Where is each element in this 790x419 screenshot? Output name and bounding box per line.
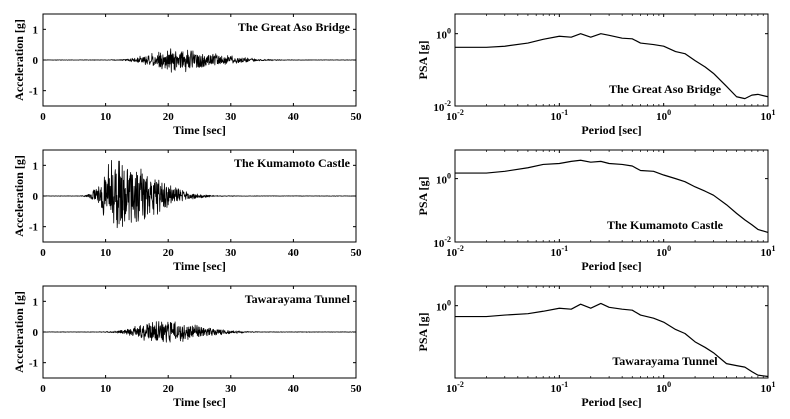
x-tick-label: 100 [656,244,671,259]
y-tick-label: 10-2 [433,235,451,250]
site-annotation: The Great Aso Bridge [238,20,351,34]
time-history-panel-3: 0 10 20 30 40 50 -1 0 1 Time [sec] Acceleration [g… [12,285,363,409]
y-axis-label: Acceleration [g] [12,155,26,237]
x-tick-label: 10 [100,383,112,395]
x-tick-label: 0 [40,383,46,395]
site-annotation: The Kumamoto Castle [234,156,351,170]
y-tick-label: 100 [436,172,451,187]
y-tick-label: 0 [33,191,39,203]
y-tick-label: -1 [29,358,38,370]
x-tick-label: 40 [288,383,300,395]
site-annotation: The Kumamoto Castle [607,218,724,232]
x-axis-label: Time [sec] [173,259,226,273]
y-axis-label: PSA [g] [416,40,430,79]
x-tick-label: 10-1 [550,108,568,123]
y-tick-label: 0 [33,327,39,339]
x-tick-label: 100 [656,108,671,123]
x-tick-label: 20 [163,111,175,123]
x-tick-label: 10 [100,247,112,259]
site-annotation: Tawarayama Tunnel [245,292,351,306]
spectrum-panel-1: 10-2 10-1 100 101 10-2 100 Period [sec] PSA [g]… [416,13,776,137]
y-tick-label: 1 [33,24,39,36]
y-tick-label: 100 [436,27,451,42]
x-axis-label: Time [sec] [173,123,226,137]
axes-box [454,285,769,379]
site-annotation: Tawarayama Tunnel [612,354,718,368]
x-tick-label: 0 [40,247,46,259]
x-tick-label: 50 [351,111,363,123]
x-tick-label: 40 [288,247,300,259]
time-history-panel-1: 0 10 20 30 40 50 -1 0 1 Time [sec] Acceleration [g… [12,13,363,137]
x-tick-label: 0 [40,111,46,123]
y-axis-label: Acceleration [g] [12,19,26,101]
time-history-panel-2: 0 10 20 30 40 50 -1 0 1 Time [sec] Acceleration [g… [12,149,363,273]
psa-curve [455,33,769,100]
x-axis-label: Period [sec] [581,123,641,137]
axes-box [454,149,769,243]
x-tick-label: 10-1 [550,244,568,259]
acceleration-trace [42,48,357,73]
axes-box [454,13,769,107]
y-tick-label: -1 [29,86,38,98]
y-axis-label: PSA [g] [416,312,430,351]
x-tick-label: 30 [225,247,237,259]
y-axis-label: Acceleration [g] [12,291,26,373]
x-tick-label: 101 [761,380,776,395]
x-tick-label: 20 [163,383,175,395]
x-tick-label: 100 [656,380,671,395]
y-tick-label: 0 [33,55,39,67]
spectrum-panel-2: 10-2 10-1 100 101 10-2 100 Period [sec] PSA [g]… [416,149,776,273]
x-tick-label: 10-2 [446,380,464,395]
y-tick-label: 1 [33,160,39,172]
x-tick-label: 50 [351,383,363,395]
x-tick-label: 30 [225,111,237,123]
x-axis-label: Time [sec] [173,395,226,409]
y-tick-label: 10-2 [433,99,451,114]
psa-curve [455,159,769,234]
x-tick-label: 10-1 [550,380,568,395]
x-tick-label: 10-2 [446,244,464,259]
x-tick-label: 101 [761,108,776,123]
spectrum-panel-3: 10-2 10-1 100 101 100 Period [sec] PSA [g] Tawa… [416,285,776,409]
psa-curve [455,302,769,378]
x-tick-label: 10-2 [446,108,464,123]
y-tick-label: -1 [29,222,38,234]
x-tick-label: 40 [288,111,300,123]
y-tick-label: 1 [33,296,39,308]
x-tick-label: 101 [761,244,776,259]
x-axis-label: Period [sec] [581,395,641,409]
y-tick-label: 100 [436,299,451,314]
x-tick-label: 20 [163,247,175,259]
x-tick-label: 50 [351,247,363,259]
x-tick-label: 30 [225,383,237,395]
acceleration-trace [42,321,357,343]
acceleration-trace [42,159,357,229]
y-axis-label: PSA [g] [416,176,430,215]
x-axis-label: Period [sec] [581,259,641,273]
x-tick-label: 10 [100,111,112,123]
site-annotation: The Great Aso Bridge [609,82,722,96]
